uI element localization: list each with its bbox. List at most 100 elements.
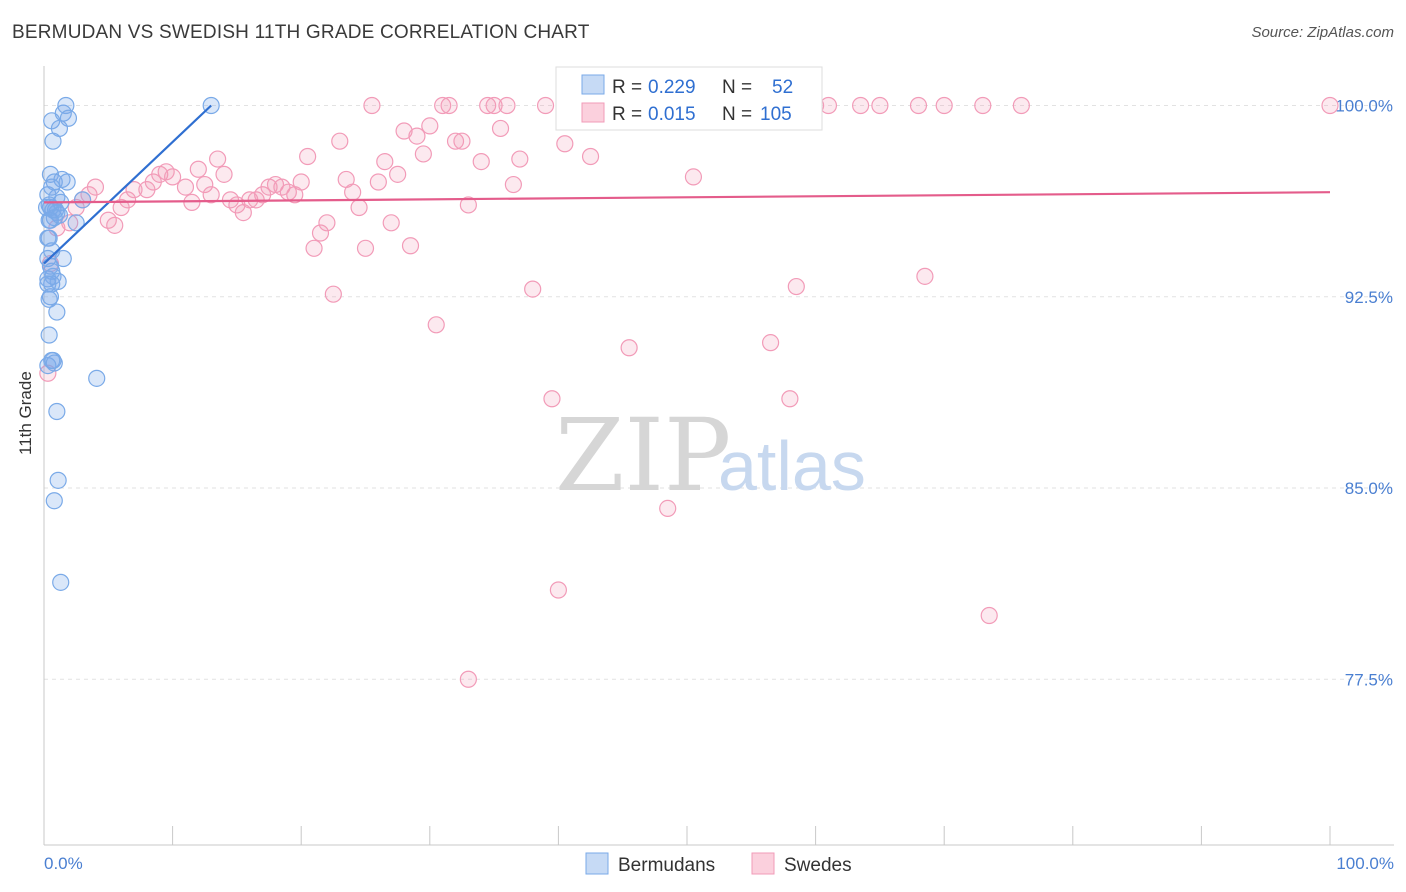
y-tick-label: 92.5% bbox=[1345, 288, 1393, 307]
swedes-point bbox=[787, 277, 805, 296]
swedes-point bbox=[311, 224, 330, 242]
swedes-point bbox=[215, 165, 233, 183]
swedes-point bbox=[852, 96, 870, 115]
swedes-point bbox=[209, 150, 227, 168]
swedes-point bbox=[511, 150, 529, 168]
swedes-point bbox=[684, 168, 703, 186]
swedes-point bbox=[369, 173, 387, 191]
legend-r-value-swedes: 0.015 bbox=[648, 104, 696, 125]
swedes-point bbox=[659, 499, 677, 517]
swedes-point bbox=[292, 173, 310, 191]
swedes-point bbox=[459, 196, 477, 214]
swedes-point bbox=[536, 96, 555, 115]
swedes-trend-line bbox=[43, 191, 1331, 204]
swedes-point bbox=[344, 183, 362, 201]
bermudans-point bbox=[37, 198, 56, 217]
swedes-point bbox=[125, 181, 143, 199]
swedes-point bbox=[491, 119, 510, 138]
swedes-point bbox=[479, 96, 497, 115]
swedes-point bbox=[434, 96, 452, 115]
swedes-point bbox=[871, 96, 889, 115]
watermark-atlas-text: atlas bbox=[718, 427, 866, 505]
swedes-point bbox=[318, 214, 336, 232]
bermudans-point bbox=[43, 351, 61, 370]
series-legend-label-bermudans: Bermudans bbox=[618, 855, 715, 876]
x-tick-label-max: 100.0% bbox=[1336, 854, 1394, 873]
swedes-point bbox=[389, 165, 407, 183]
watermark-zip-text: ZIP bbox=[555, 397, 731, 514]
swedes-point bbox=[909, 96, 928, 115]
bermudans-point bbox=[45, 354, 63, 372]
bermudans-point bbox=[45, 492, 63, 510]
swedes-point bbox=[382, 214, 400, 232]
swedes-point bbox=[86, 178, 105, 196]
swedes-point bbox=[427, 316, 445, 334]
bermudans-point bbox=[52, 573, 70, 591]
swedes-point bbox=[935, 96, 953, 115]
x-ticks bbox=[43, 826, 1331, 845]
swedes-point bbox=[164, 168, 182, 186]
swedes-point bbox=[581, 147, 600, 166]
swedes-point bbox=[1012, 96, 1030, 115]
bermudans-point bbox=[50, 119, 69, 138]
swedes-point bbox=[498, 96, 516, 115]
swedes-point bbox=[446, 132, 465, 150]
legend-r-label-bermudans: R = bbox=[612, 77, 642, 98]
swedes-point bbox=[196, 175, 214, 194]
swedes-point bbox=[356, 239, 375, 257]
series-legend-label-swedes: Swedes bbox=[784, 855, 852, 876]
chart-title: BERMUDAN VS SWEDISH 11TH GRADE CORRELATI… bbox=[12, 22, 590, 43]
swedes-point bbox=[504, 175, 522, 194]
swedes-point bbox=[401, 237, 420, 255]
swedes-point bbox=[974, 96, 992, 115]
axes bbox=[43, 66, 1394, 846]
swedes-point bbox=[202, 186, 220, 204]
swedes-point bbox=[324, 285, 342, 303]
swedes-point bbox=[376, 153, 394, 171]
bermudans-point bbox=[40, 290, 58, 308]
legend-n-value-swedes: 105 bbox=[760, 104, 792, 125]
bermudans-point bbox=[49, 471, 67, 489]
series-swedes-points bbox=[39, 96, 1339, 688]
y-tick-labels: 77.5% 85.0% 92.5% 100.0% bbox=[1335, 97, 1393, 690]
swedes-point bbox=[350, 198, 368, 217]
bermudans-point bbox=[67, 214, 85, 232]
bermudans-point bbox=[48, 303, 66, 321]
swedes-point bbox=[118, 191, 137, 209]
swedes-point bbox=[440, 96, 458, 115]
x-tick-label-min: 0.0% bbox=[44, 854, 83, 873]
legend-swatch-bermudans bbox=[581, 74, 605, 95]
y-tick-label: 77.5% bbox=[1345, 670, 1393, 689]
swedes-point bbox=[524, 280, 542, 298]
swedes-point bbox=[331, 132, 349, 150]
swedes-point bbox=[781, 390, 799, 408]
series-legend-swatch-swedes bbox=[751, 852, 775, 875]
source-label: Source: ZipAtlas.com bbox=[1251, 24, 1394, 41]
bermudans-point bbox=[40, 326, 58, 344]
legend-r-label-swedes: R = bbox=[612, 104, 642, 125]
swedes-point bbox=[299, 147, 317, 166]
bermudans-point bbox=[43, 178, 61, 196]
swedes-point bbox=[543, 390, 561, 408]
swedes-point bbox=[414, 145, 432, 163]
y-tick-label: 85.0% bbox=[1345, 479, 1393, 498]
swedes-point bbox=[176, 178, 195, 196]
series-legend-swatch-bermudans bbox=[585, 852, 609, 875]
swedes-point bbox=[106, 216, 124, 234]
swedes-point bbox=[980, 606, 998, 625]
bermudans-point bbox=[73, 191, 92, 209]
legend-swatch-swedes bbox=[581, 102, 605, 123]
swedes-point bbox=[485, 96, 503, 115]
series-legend: Bermudans Swedes bbox=[585, 852, 852, 876]
bermudans-point bbox=[48, 402, 66, 421]
bermudans-point bbox=[57, 96, 75, 115]
gridlines bbox=[44, 105, 1394, 680]
bermudans-trend-line bbox=[43, 104, 212, 265]
bermudans-point bbox=[49, 272, 67, 291]
swedes-point bbox=[620, 339, 638, 357]
bermudans-point bbox=[54, 249, 72, 268]
swedes-point bbox=[556, 135, 574, 153]
swedes-point bbox=[472, 153, 490, 171]
swedes-point bbox=[549, 581, 568, 599]
